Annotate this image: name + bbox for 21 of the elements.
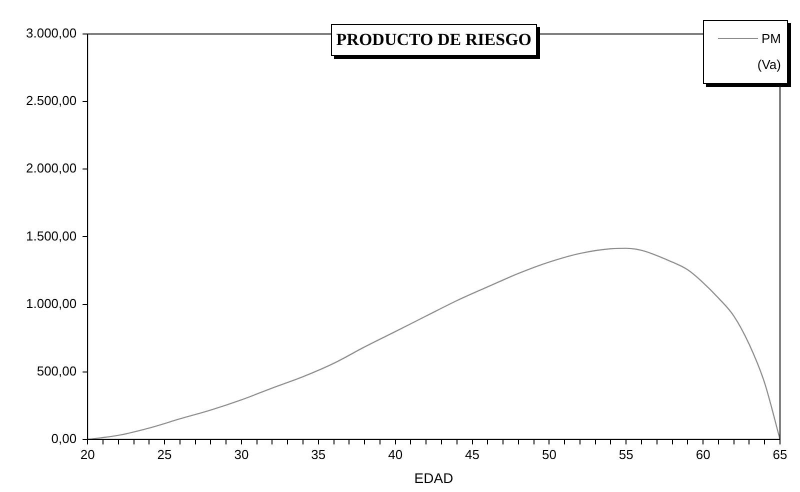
y-tick-label: 1.500,00 bbox=[26, 228, 77, 244]
x-tick-label: 40 bbox=[388, 446, 403, 462]
x-axis-title: EDAD bbox=[414, 470, 454, 486]
chart-title: PRODUCTO DE RIESGO bbox=[331, 24, 537, 56]
x-tick-label: 45 bbox=[465, 446, 480, 462]
x-tick-label: 25 bbox=[157, 446, 172, 462]
x-tick-label: 60 bbox=[696, 446, 710, 462]
x-tick-label: 55 bbox=[618, 446, 634, 462]
x-tick-label: 30 bbox=[234, 446, 249, 462]
x-tick-label: 65 bbox=[772, 446, 788, 462]
x-tick-label: 35 bbox=[311, 446, 326, 462]
y-tick-label: 2.000,00 bbox=[26, 160, 77, 176]
x-tick-label: 20 bbox=[80, 446, 95, 462]
x-tick-label: 50 bbox=[542, 446, 556, 462]
y-tick-label: 1.000,00 bbox=[26, 296, 77, 311]
y-tick-label: 3.000,00 bbox=[26, 26, 77, 41]
annotation: (Va) bbox=[756, 56, 781, 74]
y-tick-label: 2.500,00 bbox=[26, 93, 77, 108]
y-tick-label: 0,00 bbox=[51, 430, 77, 446]
legend-label: PM bbox=[762, 30, 781, 46]
y-tick-label: 500,00 bbox=[36, 363, 77, 378]
